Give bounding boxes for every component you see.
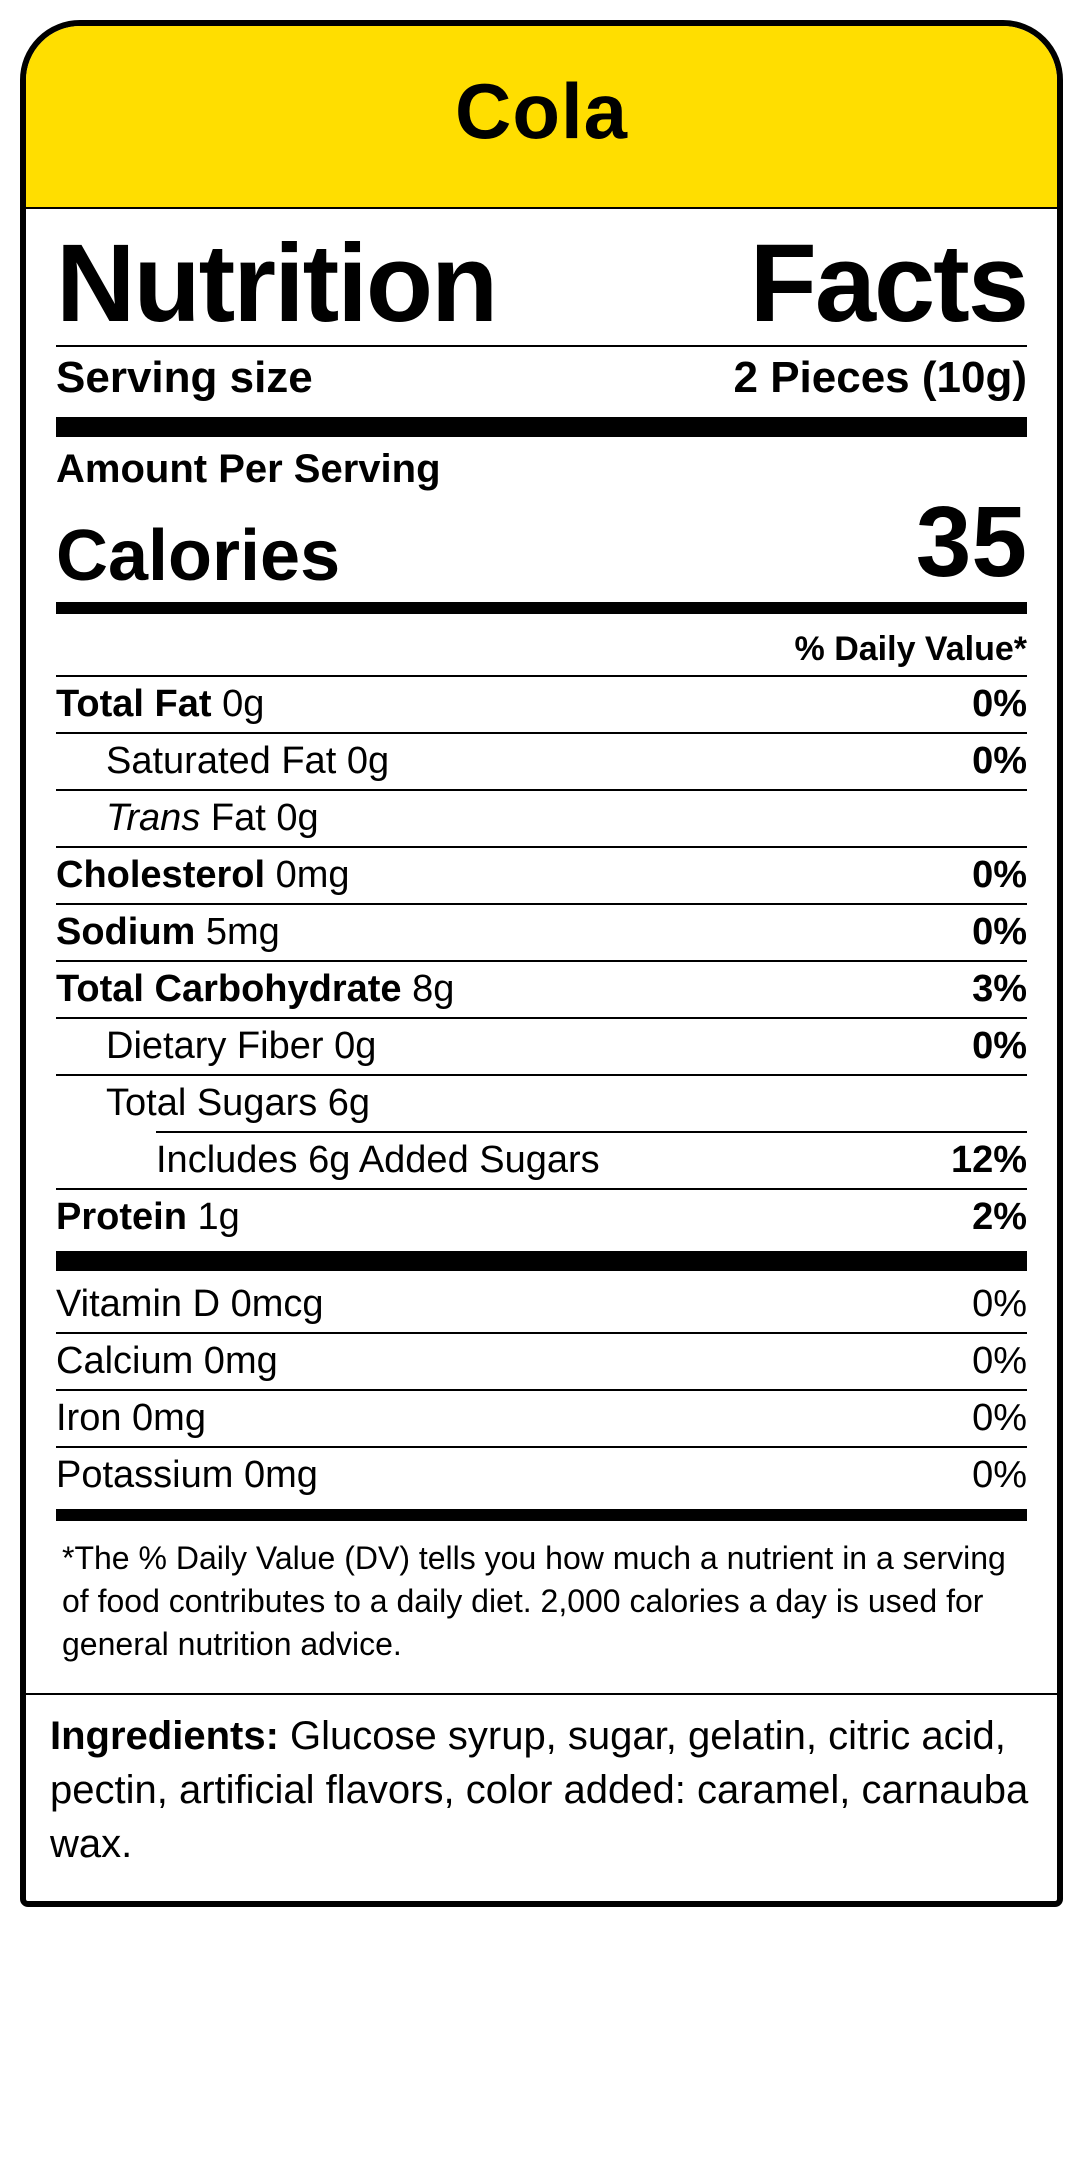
serving-size-value: 2 Pieces (10g) bbox=[734, 353, 1028, 403]
protein-dv: 2% bbox=[972, 1196, 1027, 1239]
fiber-name: Dietary Fiber bbox=[106, 1025, 324, 1067]
panel-title-left: Nutrition bbox=[56, 229, 496, 339]
cholesterol-dv: 0% bbox=[972, 854, 1027, 897]
trans-fat-amount: 0g bbox=[276, 797, 318, 839]
footnote: *The % Daily Value (DV) tells you how mu… bbox=[56, 1527, 1027, 1683]
added-sugars-dv: 12% bbox=[951, 1139, 1027, 1182]
panel-title-right: Facts bbox=[750, 229, 1027, 339]
serving-size-label: Serving size bbox=[56, 353, 313, 403]
sodium-dv: 0% bbox=[972, 911, 1027, 954]
fiber-dv: 0% bbox=[972, 1025, 1027, 1068]
divider-thick bbox=[56, 1251, 1027, 1271]
cholesterol-amount: 0mg bbox=[276, 854, 350, 896]
sat-fat-amount: 0g bbox=[347, 740, 389, 782]
total-carb-dv: 3% bbox=[972, 968, 1027, 1011]
product-header: Cola bbox=[26, 26, 1057, 209]
product-name: Cola bbox=[26, 66, 1057, 157]
sat-fat-dv: 0% bbox=[972, 740, 1027, 783]
ingredients-label: Ingredients: bbox=[50, 1714, 279, 1758]
total-sugars-amount: 6g bbox=[328, 1082, 370, 1124]
row-vitamin: Iron 0mg0% bbox=[56, 1389, 1027, 1446]
total-sugars-name: Total Sugars bbox=[106, 1082, 317, 1124]
total-fat-amount: 0g bbox=[222, 683, 264, 725]
trans-fat-italic: Trans bbox=[106, 797, 200, 839]
protein-name: Protein bbox=[56, 1196, 187, 1238]
ingredients-section: Ingredients: Glucose syrup, sugar, gelat… bbox=[26, 1695, 1057, 1901]
row-vitamin: Calcium 0mg0% bbox=[56, 1332, 1027, 1389]
sodium-amount: 5mg bbox=[206, 911, 280, 953]
fiber-amount: 0g bbox=[334, 1025, 376, 1067]
row-total-carb: Total Carbohydrate 8g 3% bbox=[56, 960, 1027, 1017]
row-total-fat: Total Fat 0g 0% bbox=[56, 675, 1027, 732]
row-sat-fat: Saturated Fat 0g 0% bbox=[56, 732, 1027, 789]
total-carb-amount: 8g bbox=[412, 968, 454, 1010]
added-sugars-text: Includes 6g Added Sugars bbox=[56, 1139, 600, 1182]
row-sodium: Sodium 5mg 0% bbox=[56, 903, 1027, 960]
total-fat-dv: 0% bbox=[972, 683, 1027, 726]
calories-value: 35 bbox=[916, 492, 1027, 592]
amount-per-serving: Amount Per Serving bbox=[56, 443, 1027, 492]
divider bbox=[56, 345, 1027, 347]
nutrition-label: Cola Nutrition Facts Serving size 2 Piec… bbox=[20, 20, 1063, 1907]
sat-fat-name: Saturated Fat bbox=[106, 740, 336, 782]
trans-fat-rest: Fat bbox=[200, 797, 265, 839]
nutrition-facts-panel: Nutrition Facts Serving size 2 Pieces (1… bbox=[26, 209, 1057, 1695]
divider-thick bbox=[56, 417, 1027, 437]
divider-med bbox=[56, 602, 1027, 614]
total-fat-name: Total Fat bbox=[56, 683, 212, 725]
row-fiber: Dietary Fiber 0g 0% bbox=[56, 1017, 1027, 1074]
calories-row: Calories 35 bbox=[56, 492, 1027, 596]
row-vitamin: Potassium 0mg0% bbox=[56, 1446, 1027, 1503]
panel-title: Nutrition Facts bbox=[56, 229, 1027, 339]
cholesterol-name: Cholesterol bbox=[56, 854, 265, 896]
serving-size-row: Serving size 2 Pieces (10g) bbox=[56, 349, 1027, 411]
vitamins-section: Vitamin D 0mcg0%Calcium 0mg0%Iron 0mg0%P… bbox=[56, 1277, 1027, 1503]
sodium-name: Sodium bbox=[56, 911, 195, 953]
row-cholesterol: Cholesterol 0mg 0% bbox=[56, 846, 1027, 903]
row-vitamin: Vitamin D 0mcg0% bbox=[56, 1277, 1027, 1332]
row-trans-fat: Trans Fat 0g bbox=[56, 789, 1027, 846]
row-added-sugars: Includes 6g Added Sugars 12% bbox=[56, 1133, 1027, 1188]
row-protein: Protein 1g 2% bbox=[56, 1188, 1027, 1245]
protein-amount: 1g bbox=[197, 1196, 239, 1238]
divider-med bbox=[56, 1509, 1027, 1521]
total-carb-name: Total Carbohydrate bbox=[56, 968, 402, 1010]
calories-label: Calories bbox=[56, 520, 340, 592]
daily-value-header: % Daily Value* bbox=[56, 620, 1027, 675]
footnote-text: The % Daily Value (DV) tells you how muc… bbox=[62, 1540, 1006, 1662]
row-total-sugars: Total Sugars 6g bbox=[56, 1074, 1027, 1131]
